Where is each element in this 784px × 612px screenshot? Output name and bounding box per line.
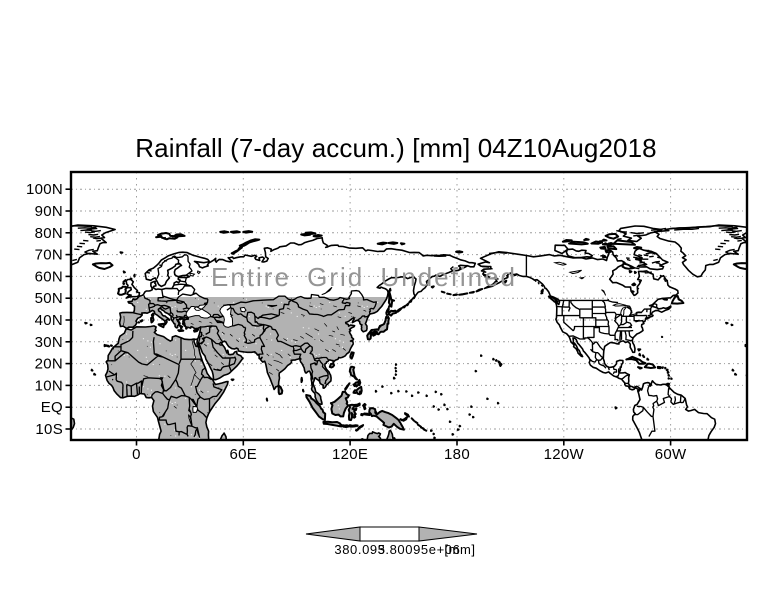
svg-text:10N: 10N [35,377,63,394]
svg-text:100N: 100N [26,181,63,198]
svg-text:80N: 80N [35,225,63,242]
svg-text:10S: 10S [35,421,63,438]
svg-text:[mm]: [mm] [444,542,475,557]
svg-text:90N: 90N [35,203,63,220]
svg-text:180: 180 [444,446,470,463]
svg-text:Entire Grid Undefined: Entire Grid Undefined [211,262,517,292]
svg-text:3.80095e+06: 3.80095e+06 [378,542,461,557]
svg-text:Rainfall (7-day accum.) [mm] 0: Rainfall (7-day accum.) [mm] 04Z10Aug201… [135,133,656,163]
svg-text:60N: 60N [35,268,63,285]
svg-text:EQ: EQ [41,399,63,416]
svg-text:20N: 20N [35,356,63,373]
svg-text:0: 0 [132,446,141,463]
svg-text:40N: 40N [35,312,63,329]
svg-text:60W: 60W [655,446,687,463]
svg-text:50N: 50N [35,290,63,307]
svg-text:70N: 70N [35,247,63,264]
svg-text:120E: 120E [332,446,368,463]
svg-text:120W: 120W [544,446,585,463]
svg-text:30N: 30N [35,334,63,351]
svg-text:380.095: 380.095 [334,542,385,557]
svg-text:60E: 60E [230,446,258,463]
